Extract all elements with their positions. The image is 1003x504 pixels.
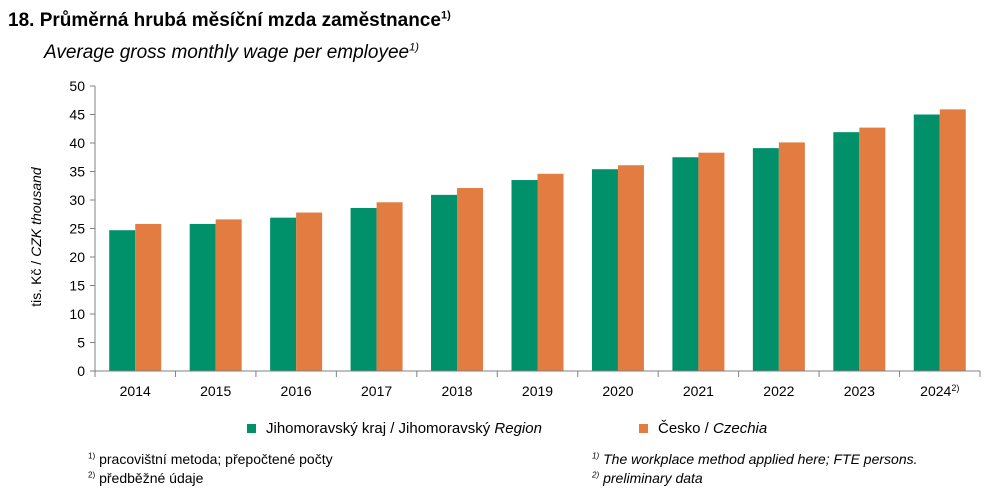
legend-item-jihomoravsky: Jihomoravský kraj / Jihomoravský Region bbox=[247, 420, 542, 437]
x-tick-label: 2022 bbox=[763, 383, 794, 399]
bar-cesko-2017 bbox=[376, 202, 403, 371]
bar-cesko-2019 bbox=[537, 173, 564, 371]
footnote-2-en-text: preliminary data bbox=[603, 470, 703, 486]
x-tick-footnote-mark: 2) bbox=[951, 383, 959, 393]
bar-jihomoravsky-2019 bbox=[511, 180, 538, 371]
x-tick-label: 2023 bbox=[844, 383, 875, 399]
legend-label-cesko-cz: Česko / bbox=[658, 420, 709, 437]
x-tick-label: 2014 bbox=[120, 383, 151, 399]
bar-cesko-2023 bbox=[859, 127, 886, 371]
y-tick-label: 10 bbox=[69, 306, 85, 322]
bar-cesko-2018 bbox=[457, 188, 484, 371]
bar-jihomoravsky-2016 bbox=[270, 217, 297, 371]
chart-subtitle: Average gross monthly wage per employee1… bbox=[44, 42, 419, 64]
legend-swatch-cesko bbox=[639, 424, 648, 433]
axes-group bbox=[90, 85, 981, 377]
y-tick-label: 35 bbox=[69, 164, 85, 180]
x-tick-label: 2019 bbox=[522, 383, 553, 399]
x-tick-label: 2016 bbox=[281, 383, 312, 399]
bar-jihomoravsky-2018 bbox=[431, 194, 458, 371]
y-axis-label-en: CZK thousand bbox=[28, 166, 44, 257]
bar-chart: tis. Kč /CZK thousand 2014 2015 2016 2017 20… bbox=[28, 78, 981, 399]
y-axis-label: tis. Kč / CZK thousand bbox=[28, 166, 44, 307]
bar-jihomoravsky-2014 bbox=[109, 230, 136, 371]
legend-label-cesko-en: Czechia bbox=[713, 420, 768, 437]
x-tick-label: 2015 bbox=[200, 383, 231, 399]
footnote-1-en-text: The workplace method applied here; FTE p… bbox=[603, 451, 918, 467]
footnote-2-cz-text: předběžné údaje bbox=[99, 470, 204, 486]
footnote-1-cz-text: pracovištní metoda; přepočtené počty bbox=[99, 451, 333, 467]
footnote-1-en-mark: 1) bbox=[592, 451, 600, 461]
bar-jihomoravsky-2021 bbox=[672, 157, 699, 371]
y-tick-label: 20 bbox=[69, 249, 85, 265]
footnote-2-en: 2) preliminary data bbox=[592, 470, 703, 486]
bar-jihomoravsky-2015 bbox=[189, 223, 216, 371]
bars-group bbox=[109, 109, 966, 372]
legend-swatch-jihomoravsky bbox=[247, 424, 256, 433]
legend-item-cesko: Česko / Czechia bbox=[639, 420, 767, 437]
bar-jihomoravsky-2022 bbox=[752, 148, 779, 371]
y-tick-label: 50 bbox=[69, 78, 85, 94]
footnote-1-en: 1) The workplace method applied here; FT… bbox=[592, 451, 918, 467]
bar-cesko-2015 bbox=[215, 219, 242, 371]
y-tick-label: 40 bbox=[69, 135, 85, 151]
y-tick-label: 0 bbox=[77, 363, 85, 379]
chart-title: 18. Průměrná hrubá měsíční mzda zaměstna… bbox=[8, 10, 451, 32]
bar-jihomoravsky-2023 bbox=[833, 132, 860, 371]
x-tick-label: 2021 bbox=[683, 383, 714, 399]
footnote-1-cz: 1) pracovištní metoda; přepočtené počty bbox=[88, 451, 333, 467]
y-tick-label: 45 bbox=[69, 107, 85, 123]
bar-cesko-2020 bbox=[617, 165, 644, 371]
y-tick-label: 5 bbox=[77, 335, 85, 351]
bar-cesko-2024 bbox=[939, 109, 966, 372]
x-tick-label: 2017 bbox=[361, 383, 392, 399]
bar-cesko-2014 bbox=[135, 223, 162, 371]
svg-text:tis. Kč /CZK thousand: tis. Kč / CZK thousand bbox=[28, 166, 44, 307]
title-footnote-mark: 1) bbox=[440, 9, 451, 22]
y-tick-label: 25 bbox=[69, 221, 85, 237]
tick-labels-group: 2014 2015 2016 2017 2018 2019 2020 2021 2022 2023… bbox=[69, 78, 959, 399]
bar-jihomoravsky-2024 bbox=[913, 114, 940, 371]
x-tick-label: 2018 bbox=[441, 383, 472, 399]
footnote-2-cz: 2) předběžné údaje bbox=[88, 470, 203, 486]
subtitle-footnote-mark: 1) bbox=[409, 41, 419, 54]
chart-subtitle-text: Average gross monthly wage per employee bbox=[44, 42, 410, 63]
bar-cesko-2021 bbox=[698, 152, 725, 371]
y-tick-label: 15 bbox=[69, 278, 85, 294]
y-axis-label-cz: tis. Kč / bbox=[28, 261, 44, 307]
x-tick-label: 2020 bbox=[602, 383, 633, 399]
legend-label-jihomoravsky-en: Region bbox=[494, 420, 542, 437]
footnote-1-mark: 1) bbox=[88, 451, 96, 461]
bar-jihomoravsky-2017 bbox=[350, 207, 377, 371]
footnote-2-en-mark: 2) bbox=[592, 470, 600, 480]
bar-cesko-2022 bbox=[778, 142, 805, 371]
chart-title-text: 18. Průměrná hrubá měsíční mzda zaměstna… bbox=[8, 10, 441, 31]
bar-jihomoravsky-2020 bbox=[591, 169, 618, 371]
footnote-2-mark: 2) bbox=[88, 470, 96, 480]
x-tick-label: 20242) bbox=[920, 383, 959, 399]
y-tick-label: 30 bbox=[69, 192, 85, 208]
legend-label-jihomoravsky-cz: Jihomoravský kraj / Jihomoravský bbox=[266, 420, 491, 437]
bar-cesko-2016 bbox=[296, 212, 323, 371]
